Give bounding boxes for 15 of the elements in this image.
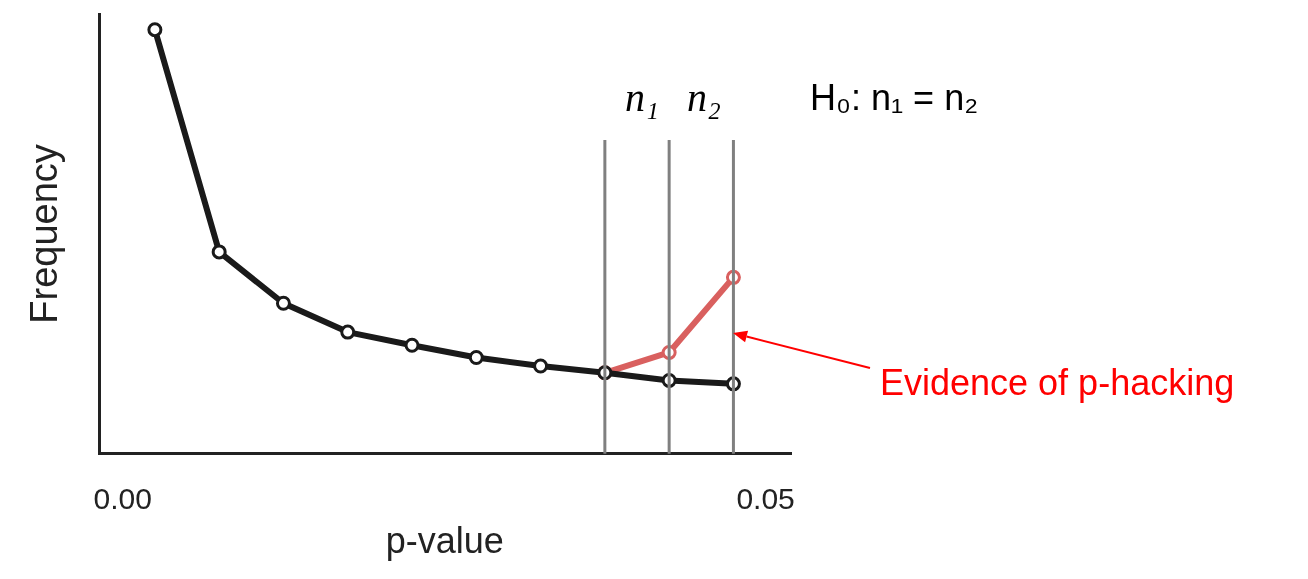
annotation: n₂ bbox=[687, 74, 721, 120]
x-axis-title: p-value bbox=[385, 520, 504, 562]
annotation: n₁ bbox=[625, 74, 659, 120]
point bbox=[404, 337, 420, 353]
x-tick-label: 0.05 bbox=[736, 482, 795, 516]
point bbox=[275, 295, 291, 311]
point bbox=[468, 350, 484, 366]
x-tick-label: 0.00 bbox=[93, 482, 152, 516]
point bbox=[340, 324, 356, 340]
point bbox=[533, 358, 549, 374]
text: Evidence of p-hacking bbox=[880, 361, 1235, 403]
y-axis-title: Frequency bbox=[23, 144, 66, 324]
point bbox=[147, 22, 163, 38]
point bbox=[211, 244, 227, 260]
text: H₀: n₁ = n₂ bbox=[810, 76, 979, 118]
